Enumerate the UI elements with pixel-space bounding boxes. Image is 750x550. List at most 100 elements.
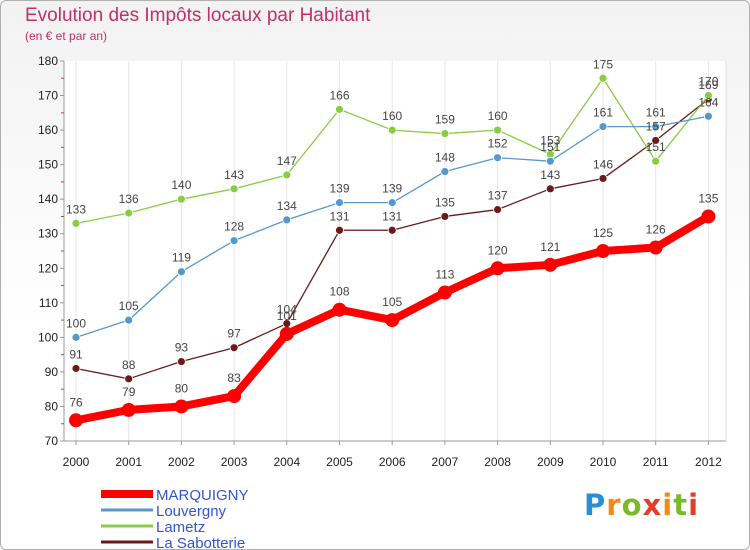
data-label: 88 xyxy=(122,358,136,372)
data-label: 133 xyxy=(66,202,86,216)
data-point xyxy=(174,399,189,414)
x-tick-label: 2004 xyxy=(273,455,300,469)
y-tick-label: 110 xyxy=(39,296,58,310)
x-tick-label: 2005 xyxy=(326,455,353,469)
data-label: 83 xyxy=(227,371,241,385)
data-label: 121 xyxy=(540,240,560,254)
data-point xyxy=(282,215,292,225)
data-point xyxy=(598,174,608,183)
data-point xyxy=(437,285,452,300)
data-point xyxy=(651,122,661,132)
x-tick-label: 2009 xyxy=(537,455,564,469)
data-point xyxy=(335,225,344,235)
data-point xyxy=(648,240,663,255)
x-tick-label: 2003 xyxy=(221,455,248,469)
x-tick-label: 2011 xyxy=(643,455,669,469)
data-label: 91 xyxy=(69,347,83,361)
data-point xyxy=(229,236,239,246)
data-label: 153 xyxy=(540,133,560,147)
data-point xyxy=(332,302,347,317)
data-label: 147 xyxy=(277,154,297,168)
data-point xyxy=(71,332,81,342)
data-point xyxy=(385,313,400,328)
data-label: 143 xyxy=(224,168,244,182)
data-point xyxy=(282,170,292,180)
data-point xyxy=(71,218,81,228)
data-point xyxy=(440,212,450,221)
x-tick-label: 2008 xyxy=(484,455,511,469)
legend-label: La Sabotterie xyxy=(156,535,245,549)
data-point xyxy=(651,136,661,145)
data-label: 166 xyxy=(329,88,349,102)
data-label: 175 xyxy=(593,57,613,71)
data-label: 160 xyxy=(382,109,402,123)
data-point xyxy=(229,184,239,194)
logo-letter: i xyxy=(688,488,700,522)
data-point xyxy=(335,198,344,208)
data-point xyxy=(440,167,450,176)
data-point xyxy=(124,208,134,218)
data-label: 151 xyxy=(646,140,666,154)
data-point xyxy=(490,261,505,276)
data-label: 146 xyxy=(593,157,613,171)
legend-label: Louvergny xyxy=(156,503,227,520)
data-label: 93 xyxy=(175,341,189,355)
y-tick-label: 70 xyxy=(45,434,59,448)
data-point xyxy=(704,111,713,121)
data-point xyxy=(227,389,242,404)
data-label: 79 xyxy=(122,385,136,399)
data-point xyxy=(124,374,134,384)
data-point xyxy=(69,413,83,428)
data-label: 97 xyxy=(227,327,241,341)
data-point xyxy=(176,194,186,204)
x-tick-label: 2002 xyxy=(168,455,195,469)
data-label: 160 xyxy=(488,109,508,123)
data-label: 148 xyxy=(435,151,455,165)
chart-subtitle: (en € et par an) xyxy=(25,29,108,43)
x-tick-label: 2006 xyxy=(379,455,406,469)
data-point xyxy=(335,104,344,114)
y-tick-label: 140 xyxy=(38,192,58,206)
data-label: 157 xyxy=(646,119,666,133)
y-tick-label: 90 xyxy=(45,365,59,379)
y-tick-label: 170 xyxy=(38,89,58,103)
data-label: 101 xyxy=(277,309,297,323)
data-label: 140 xyxy=(171,178,191,192)
data-label: 135 xyxy=(435,195,455,209)
x-tick-label: 2001 xyxy=(115,455,142,469)
data-point xyxy=(596,244,610,258)
data-point xyxy=(493,125,503,135)
data-point xyxy=(387,125,397,135)
data-label: 161 xyxy=(646,106,666,120)
data-point xyxy=(387,225,397,235)
data-label: 139 xyxy=(329,182,349,196)
logo-letter: i xyxy=(662,488,674,522)
data-label: 125 xyxy=(593,226,613,240)
data-point xyxy=(651,156,661,166)
data-label: 169 xyxy=(698,78,718,92)
chart-title: Evolution des Impôts locaux par Habitant xyxy=(25,5,371,26)
data-point xyxy=(121,402,136,417)
data-label: 151 xyxy=(540,140,560,154)
data-label: 136 xyxy=(119,192,139,206)
data-label: 105 xyxy=(119,299,139,313)
x-tick-label: 2010 xyxy=(590,455,617,469)
data-point xyxy=(545,184,555,194)
data-point xyxy=(440,129,450,138)
data-point xyxy=(493,153,503,163)
y-tick-label: 180 xyxy=(38,54,58,68)
data-point xyxy=(124,315,134,325)
legend-label: MARQUIGNY xyxy=(156,487,249,504)
logo-letter: o xyxy=(621,488,643,522)
data-point xyxy=(71,364,81,373)
logo-letter: r xyxy=(606,488,622,522)
data-point xyxy=(543,257,558,272)
data-point xyxy=(229,343,239,353)
data-label: 126 xyxy=(646,223,666,237)
logo-letter: t xyxy=(673,488,689,522)
y-tick-label: 130 xyxy=(38,227,58,241)
data-label: 170 xyxy=(698,75,718,89)
data-point xyxy=(598,73,608,83)
